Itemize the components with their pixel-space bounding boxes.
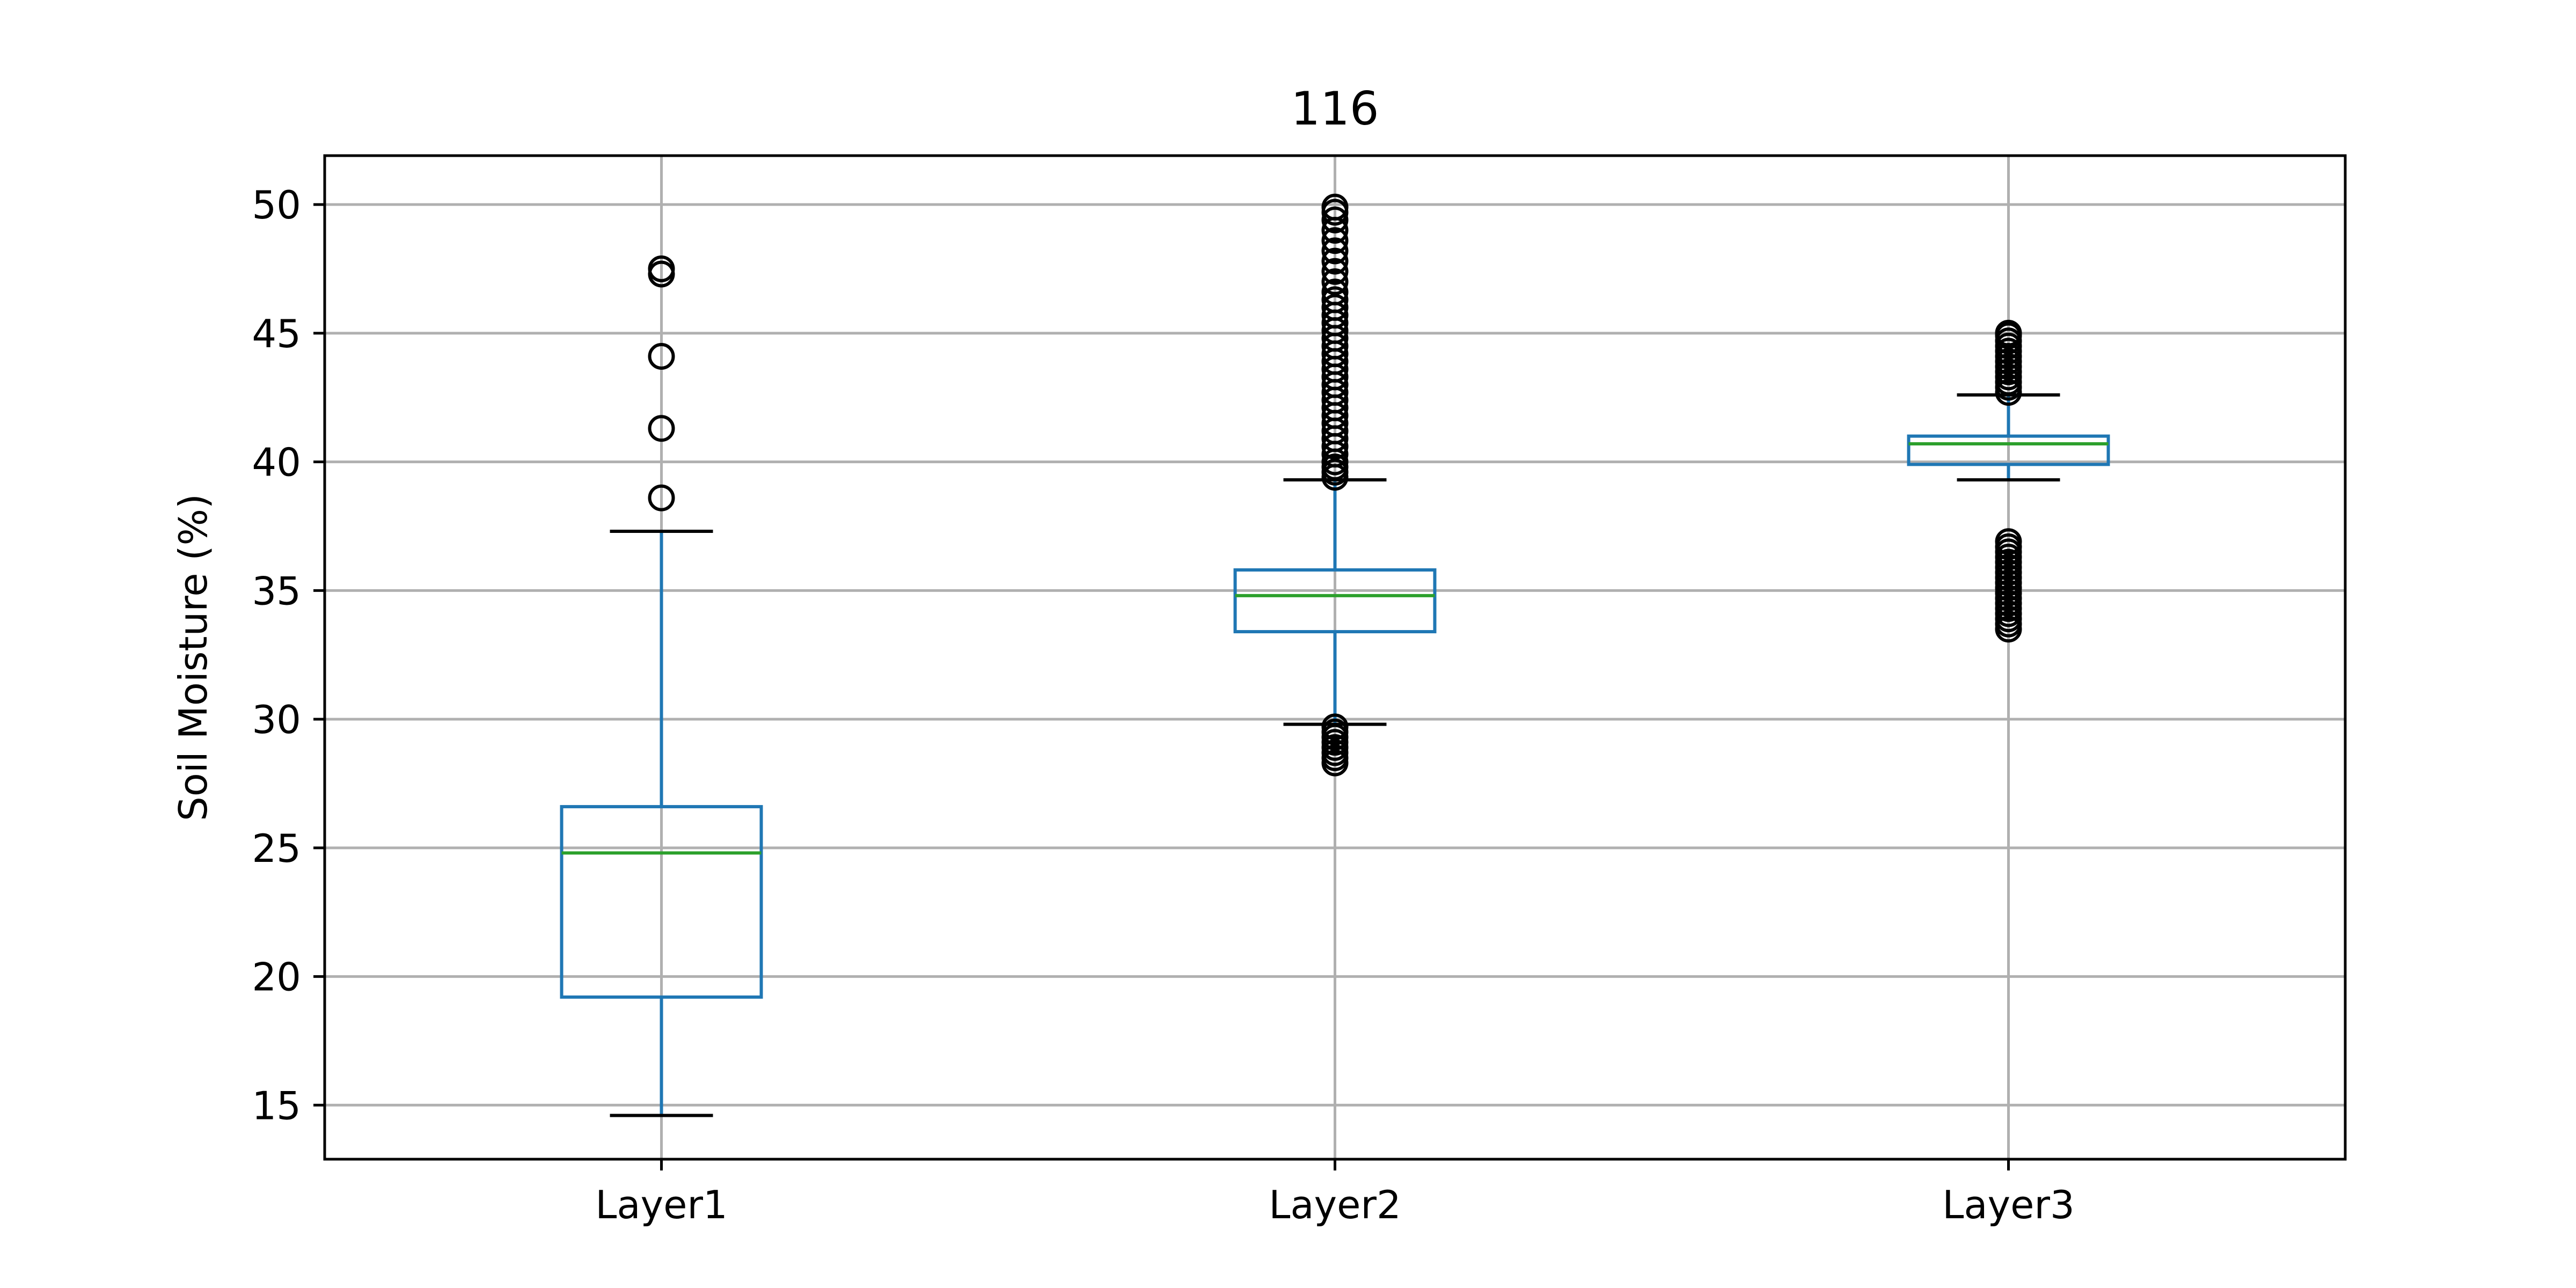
outlier-point [1995, 528, 2022, 555]
x-tick-label: Layer1 [595, 1182, 728, 1227]
iqr-box [560, 805, 763, 999]
outlier-point [1321, 258, 1349, 285]
y-tick-label: 40 [252, 440, 301, 485]
outlier-point [1321, 206, 1349, 233]
y-tick-label: 45 [252, 311, 301, 356]
iqr-box [1907, 434, 2110, 466]
outlier-point [648, 415, 675, 442]
chart-title: 116 [1291, 82, 1379, 136]
y-tick-label: 30 [252, 697, 301, 742]
y-tick-label: 20 [252, 955, 301, 1000]
y-axis-label: Soil Moisture (%) [171, 494, 216, 821]
box-plot-series [560, 193, 2110, 1117]
outlier-point [1321, 268, 1349, 295]
x-tick-label: Layer3 [1942, 1182, 2075, 1227]
outlier-point [648, 343, 675, 370]
outlier-point [1321, 294, 1349, 321]
outlier-point [1321, 247, 1349, 275]
box-layer3 [1907, 319, 2110, 643]
y-tick-label: 50 [252, 182, 301, 228]
box-layer1 [560, 255, 763, 1117]
x-tick-label: Layer2 [1269, 1182, 1401, 1227]
box-layer2 [1233, 193, 1437, 777]
outlier-point [1321, 279, 1349, 306]
axes: 15 20 25 30 35 40 45 50 Layer1 Layer2 Layer3 [252, 182, 2074, 1227]
outlier-point [1321, 227, 1349, 254]
y-tick-label: 15 [252, 1083, 301, 1128]
outlier-point [648, 484, 675, 511]
outlier-point [648, 255, 675, 282]
outlier-point [1321, 237, 1349, 265]
y-tick-label: 35 [252, 568, 301, 613]
y-tick-label: 25 [252, 826, 301, 871]
outlier-point [1995, 319, 2022, 347]
outlier-point [1321, 286, 1349, 313]
outlier-point [1321, 193, 1349, 221]
outlier-point [1321, 713, 1349, 741]
iqr-box [1233, 568, 1437, 634]
